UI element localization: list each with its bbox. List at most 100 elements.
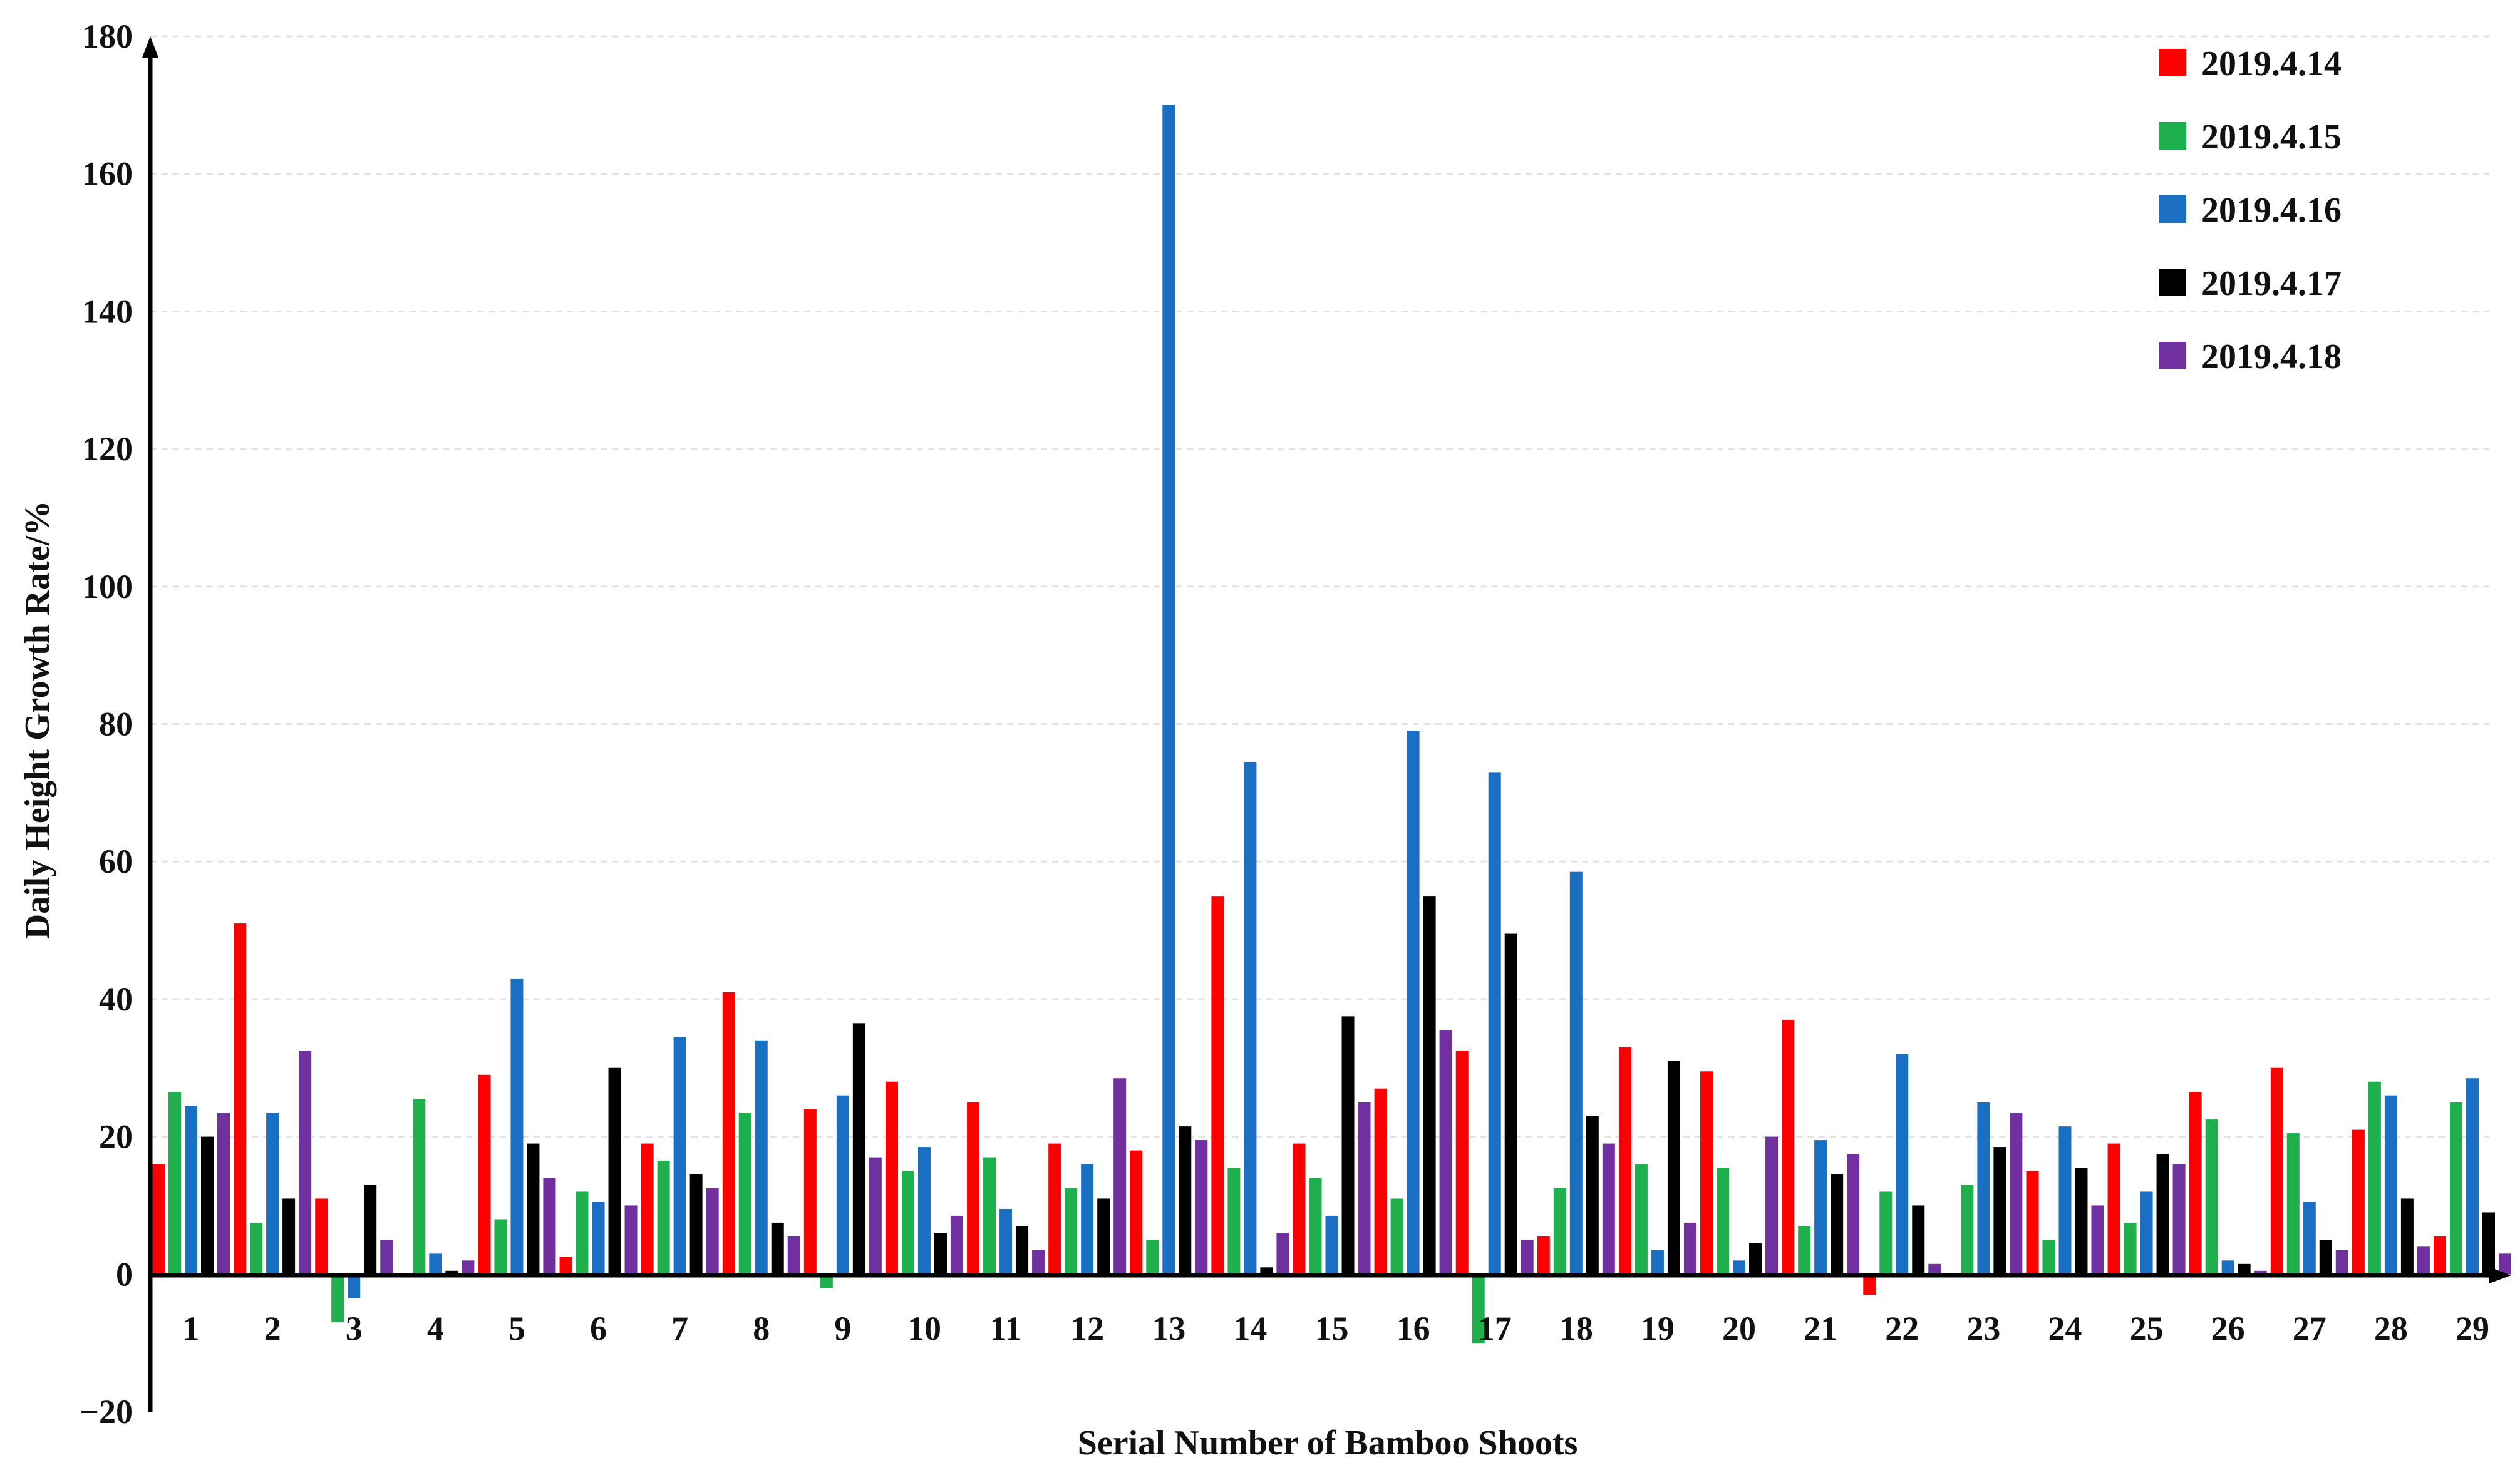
- bar: [1227, 1168, 1241, 1275]
- bar: [494, 1219, 507, 1275]
- bar: [445, 1270, 458, 1275]
- bar: [250, 1222, 263, 1275]
- x-tick-label: 1: [183, 1310, 200, 1347]
- bar: [1651, 1250, 1664, 1275]
- x-tick-label: 10: [907, 1310, 941, 1347]
- bar: [1537, 1236, 1550, 1275]
- bar: [429, 1253, 442, 1275]
- bar: [2238, 1263, 2251, 1275]
- bar: [1618, 1047, 1631, 1275]
- x-tick-label: 26: [2211, 1310, 2245, 1347]
- bar: [2450, 1102, 2462, 1275]
- bar: [1065, 1188, 1078, 1275]
- bar: [1798, 1226, 1811, 1275]
- bar: [1016, 1226, 1029, 1275]
- bar: [315, 1198, 328, 1275]
- bar: [1717, 1168, 1730, 1275]
- bar: [1961, 1185, 1974, 1275]
- x-tick-label: 16: [1397, 1310, 1430, 1347]
- bar: [2417, 1246, 2430, 1275]
- bar: [2384, 1095, 2397, 1275]
- bar: [2075, 1168, 2088, 1275]
- bar: [1358, 1102, 1371, 1275]
- bar: [1667, 1061, 1680, 1275]
- y-tick-labels: 180 160 140 120 100 80 60 40 20 0 −20: [80, 18, 133, 1431]
- legend-swatch: [2159, 269, 2186, 296]
- bar: [1195, 1140, 1208, 1275]
- x-tick-label: 21: [1804, 1310, 1837, 1347]
- bar: [364, 1185, 377, 1275]
- bar: [722, 992, 735, 1275]
- bar: [1863, 1274, 1876, 1295]
- bar: [1553, 1188, 1566, 1275]
- bar: [266, 1113, 279, 1275]
- bar: [1765, 1136, 1779, 1275]
- y-tick-label: 180: [82, 18, 133, 55]
- bar: [1179, 1126, 1192, 1275]
- legend-label: 2019.4.15: [2201, 118, 2342, 157]
- bar: [234, 923, 247, 1275]
- bar: [1048, 1143, 1061, 1275]
- bar: [901, 1171, 914, 1275]
- y-tick-label: 80: [99, 706, 133, 743]
- legend-swatch: [2159, 195, 2186, 223]
- bar: [1211, 896, 1224, 1275]
- x-axis-arrow-icon: [2489, 1267, 2511, 1283]
- bar: [2400, 1198, 2414, 1275]
- bar: [1912, 1205, 1925, 1275]
- bar: [1081, 1164, 1094, 1275]
- x-tick-label: 13: [1152, 1310, 1185, 1347]
- bar: [1293, 1143, 1306, 1275]
- bar: [478, 1074, 491, 1275]
- legend-swatch: [2159, 122, 2186, 150]
- bar: [689, 1174, 703, 1275]
- bar: [2042, 1240, 2055, 1275]
- x-tick-label: 6: [590, 1310, 607, 1347]
- bar: [413, 1099, 426, 1275]
- x-tick-label: 8: [753, 1310, 770, 1347]
- bar: [1260, 1267, 1273, 1275]
- bar: [1146, 1240, 1159, 1275]
- bar: [1130, 1150, 1143, 1275]
- x-tick-label: 27: [2293, 1310, 2326, 1347]
- bars: [152, 105, 2511, 1344]
- bar: [2189, 1092, 2202, 1275]
- bar: [1634, 1164, 1648, 1275]
- bar: [510, 978, 524, 1275]
- bar: [624, 1205, 638, 1275]
- bar: [2156, 1154, 2169, 1275]
- bar: [2026, 1171, 2039, 1275]
- bar: [331, 1274, 344, 1323]
- bar: [2091, 1205, 2104, 1275]
- y-tick-label: 160: [82, 155, 133, 193]
- bar: [1977, 1102, 1990, 1275]
- bar: [869, 1157, 882, 1275]
- bar: [2058, 1126, 2072, 1275]
- bar: [738, 1113, 751, 1275]
- axes: [142, 36, 2511, 1412]
- bar: [201, 1136, 214, 1275]
- bar: [299, 1051, 312, 1275]
- bar: [852, 1023, 865, 1275]
- x-tick-label: 3: [346, 1310, 363, 1347]
- bar: [1423, 896, 1436, 1275]
- bar: [2319, 1240, 2332, 1275]
- bar: [2335, 1250, 2348, 1275]
- bar: [217, 1113, 230, 1275]
- bar: [380, 1240, 393, 1275]
- y-tick-label: 100: [82, 568, 133, 605]
- bar: [2434, 1236, 2446, 1275]
- bar: [2254, 1270, 2267, 1275]
- legend-label: 2019.4.17: [2201, 264, 2342, 303]
- bar: [657, 1161, 670, 1275]
- bar: [1847, 1154, 1860, 1275]
- bar: [2221, 1260, 2234, 1275]
- legend-label: 2019.4.16: [2201, 191, 2342, 230]
- x-tick-label: 7: [671, 1310, 688, 1347]
- bar: [1341, 1016, 1355, 1275]
- bar: [950, 1215, 963, 1275]
- bar: [152, 1164, 165, 1275]
- bar: [673, 1037, 686, 1275]
- bar: [559, 1257, 572, 1275]
- bar: [348, 1274, 361, 1298]
